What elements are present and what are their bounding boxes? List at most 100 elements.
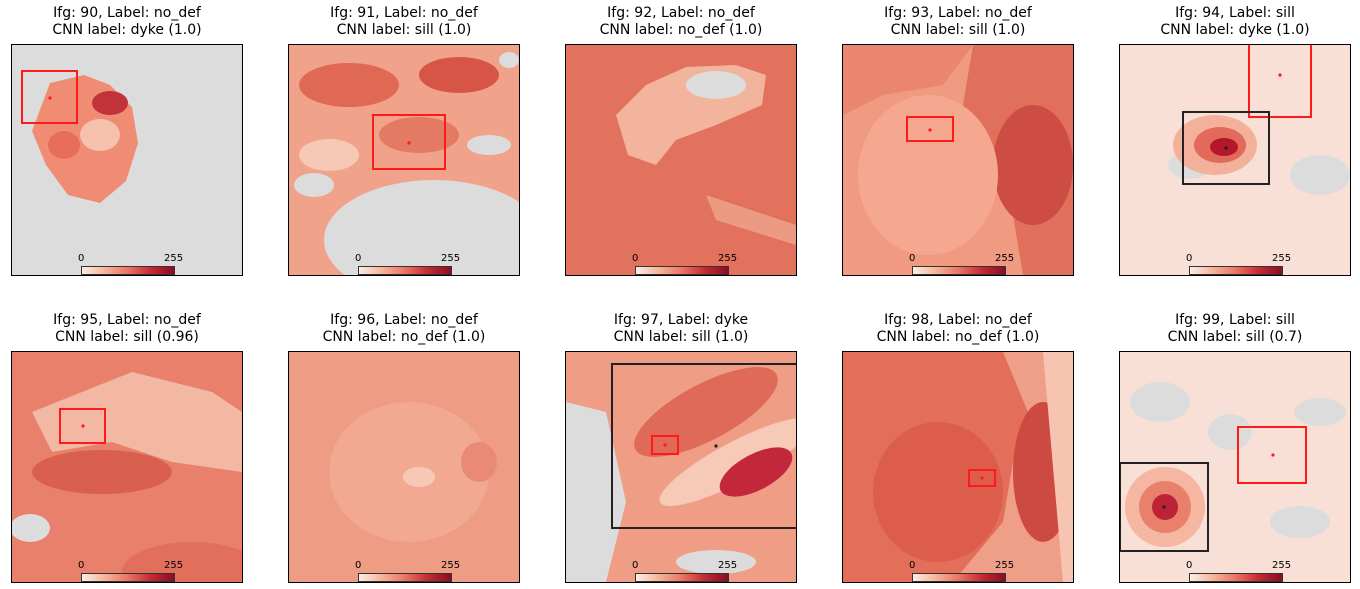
panel-ifg-94: Ifg: 94, Label: sill CNN label: dyke (1.0… xyxy=(1119,5,1351,276)
colorbar xyxy=(358,266,452,275)
colorbar-max-label: 255 xyxy=(718,253,738,264)
deformation-feature xyxy=(843,45,973,115)
interferogram-image: 0 255 xyxy=(565,351,797,583)
deformation-feature xyxy=(1208,414,1252,450)
cnn-centre-dot xyxy=(48,96,52,100)
interferogram-svg xyxy=(289,45,519,275)
panel-title-label: Ifg: 97, Label: dyke xyxy=(613,312,749,328)
cnn-centre-dot xyxy=(1278,73,1282,77)
colorbar-max-label: 255 xyxy=(441,560,461,571)
deformation-feature xyxy=(403,467,435,487)
label-localization-box xyxy=(611,363,796,529)
panel-title: Ifg: 95, Label: no_def CNN label: sill (0… xyxy=(0,312,263,346)
panel-title: Ifg: 92, Label: no_def CNN label: no_def … xyxy=(545,5,817,39)
panel-ifg-96: Ifg: 96, Label: no_def CNN label: no_def … xyxy=(288,312,520,583)
interferogram-image: 0 255 xyxy=(288,44,520,276)
label-localization-box xyxy=(1120,462,1209,552)
interferogram-image: 0 255 xyxy=(842,351,1074,583)
cnn-localization-box xyxy=(1237,426,1307,484)
panel-title-cnn: CNN label: sill (1.0) xyxy=(336,22,472,38)
panel-title-label: Ifg: 95, Label: no_def xyxy=(53,312,201,328)
colorbar-max-label: 255 xyxy=(995,253,1015,264)
colorbar xyxy=(912,266,1006,275)
colorbar-min-label: 0 xyxy=(909,253,916,264)
panel-title-label: Ifg: 94, Label: sill xyxy=(1175,5,1295,21)
deformation-feature xyxy=(48,131,80,159)
colorbar-max-label: 255 xyxy=(1272,253,1292,264)
panel-ifg-92: Ifg: 92, Label: no_def CNN label: no_def … xyxy=(565,5,797,276)
interferogram-image: 0 255 xyxy=(288,351,520,583)
interferogram-svg xyxy=(12,45,242,275)
deformation-feature xyxy=(1294,398,1346,426)
cnn-localization-box xyxy=(21,70,78,124)
panel-ifg-98: Ifg: 98, Label: no_def CNN label: no_def … xyxy=(842,312,1074,583)
panel-title-label: Ifg: 92, Label: no_def xyxy=(607,5,755,21)
panel-title-cnn: CNN label: sill (1.0) xyxy=(613,329,749,345)
deformation-feature xyxy=(1290,155,1350,195)
colorbar xyxy=(81,573,175,582)
deformation-feature xyxy=(686,71,746,99)
colorbar xyxy=(1189,573,1283,582)
deformation-feature xyxy=(419,57,499,93)
colorbar-max-label: 255 xyxy=(441,253,461,264)
panel-title-label: Ifg: 99, Label: sill xyxy=(1175,312,1295,328)
panel-title: Ifg: 99, Label: sill CNN label: sill (0.7… xyxy=(1099,312,1360,346)
deformation-feature xyxy=(1043,352,1073,582)
panel-title: Ifg: 98, Label: no_def CNN label: no_def … xyxy=(822,312,1094,346)
interferogram-svg xyxy=(1120,45,1350,275)
interferogram-image: 0 255 xyxy=(1119,351,1351,583)
deformation-feature xyxy=(634,367,778,457)
panel-title-cnn: CNN label: no_def (1.0) xyxy=(322,329,486,345)
deformation-feature xyxy=(92,91,128,115)
panel-ifg-91: Ifg: 91, Label: no_def CNN label: sill (1… xyxy=(288,5,520,276)
colorbar xyxy=(1189,266,1283,275)
panel-title-cnn: CNN label: dyke (1.0) xyxy=(52,22,202,38)
panel-ifg-99: Ifg: 99, Label: sill CNN label: sill (0.7… xyxy=(1119,312,1351,583)
deformation-feature xyxy=(461,442,497,482)
deformation-feature xyxy=(719,447,793,497)
colorbar-min-label: 0 xyxy=(355,560,362,571)
colorbar-min-label: 0 xyxy=(78,560,85,571)
colorbar-min-label: 0 xyxy=(632,560,639,571)
deformation-feature xyxy=(299,63,399,107)
panel-title: Ifg: 94, Label: sill CNN label: dyke (1.0… xyxy=(1099,5,1360,39)
label-centre-dot xyxy=(1224,146,1228,150)
colorbar-max-label: 255 xyxy=(164,560,184,571)
panel-title: Ifg: 90, Label: no_def CNN label: dyke (1… xyxy=(0,5,263,39)
colorbar-max-label: 255 xyxy=(1272,560,1292,571)
colorbar-min-label: 0 xyxy=(1186,560,1193,571)
colorbar-min-label: 0 xyxy=(909,560,916,571)
colorbar-max-label: 255 xyxy=(164,253,184,264)
interferogram-svg xyxy=(566,352,796,582)
colorbar-min-label: 0 xyxy=(1186,253,1193,264)
panel-title-cnn: CNN label: no_def (1.0) xyxy=(599,22,763,38)
colorbar xyxy=(635,266,729,275)
panel-title-label: Ifg: 91, Label: no_def xyxy=(330,5,478,21)
interferogram-image: 0 255 xyxy=(842,44,1074,276)
colorbar xyxy=(358,573,452,582)
deformation-feature xyxy=(324,180,519,275)
interferogram-image: 0 255 xyxy=(1119,44,1351,276)
cnn-centre-dot xyxy=(663,443,667,447)
deformation-feature xyxy=(32,372,242,472)
colorbar-min-label: 0 xyxy=(355,253,362,264)
colorbar-max-label: 255 xyxy=(718,560,738,571)
panel-title-cnn: CNN label: no_def (1.0) xyxy=(876,329,1040,345)
colorbar xyxy=(81,266,175,275)
panel-title: Ifg: 93, Label: no_def CNN label: sill (1… xyxy=(822,5,1094,39)
deformation-feature xyxy=(1270,506,1330,538)
deformation-feature xyxy=(122,542,242,582)
cnn-centre-dot xyxy=(81,424,85,428)
label-localization-box xyxy=(1182,111,1270,185)
panel-title-label: Ifg: 93, Label: no_def xyxy=(884,5,1032,21)
deformation-feature xyxy=(467,135,511,155)
deformation-feature xyxy=(858,95,998,255)
interferogram-svg xyxy=(1120,352,1350,582)
panel-title: Ifg: 91, Label: no_def CNN label: sill (1… xyxy=(268,5,540,39)
deformation-feature xyxy=(32,450,172,494)
interferogram-image: 0 255 xyxy=(565,44,797,276)
colorbar-max-label: 255 xyxy=(995,560,1015,571)
interferogram-svg xyxy=(289,352,519,582)
deformation-feature xyxy=(676,550,756,574)
